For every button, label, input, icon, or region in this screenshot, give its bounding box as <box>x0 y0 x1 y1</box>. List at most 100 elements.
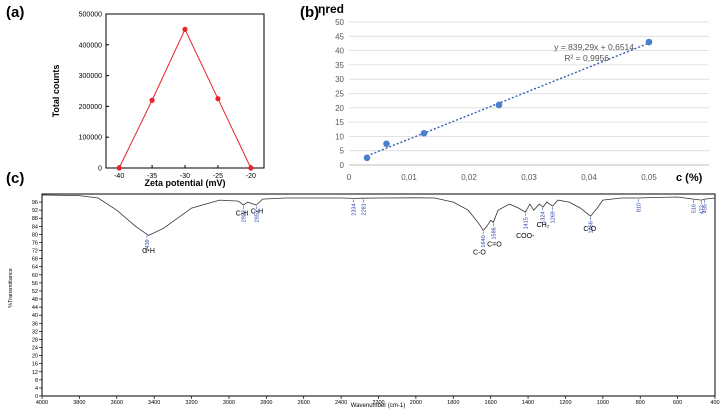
chart-c-y-tick-label: 28 <box>32 337 38 343</box>
chart-a-x-axis-label: Zeta potential (mV) <box>144 178 225 188</box>
chart-a-x-tick-label: -35 <box>147 173 157 180</box>
chart-c-x-tick-label: 1800 <box>447 400 459 406</box>
chart-a-y-axis-label: Total counts <box>51 65 61 118</box>
chart-b-y-tick-label: 35 <box>335 61 344 70</box>
chart-c-y-tick-label: 8 <box>35 378 38 384</box>
panel-label-c: (c) <box>6 170 24 187</box>
chart-c-y-tick-label: 68 <box>32 257 38 263</box>
chart-c-group-label: C-H <box>236 210 248 217</box>
chart-c-y-tick-label: 56 <box>32 281 38 287</box>
chart-c-y-axis-label: %Transmittance <box>8 268 14 308</box>
chart-b-data-point <box>420 129 428 137</box>
chart-c-x-tick-label: 1200 <box>559 400 571 406</box>
chart-c-x-tick-label: 3400 <box>148 400 160 406</box>
chart-b-y-tick-label: 0 <box>340 161 345 170</box>
chart-b-y-tick-label: 10 <box>335 132 344 141</box>
chart-b-x-tick-label: 0,01 <box>401 173 417 182</box>
chart-a-y-tick-label: 100000 <box>79 135 102 142</box>
chart-c-peak-label: 1324 <box>540 212 546 224</box>
chart-c-x-tick-label: 1400 <box>522 400 534 406</box>
chart-c-y-tick-label: 84 <box>32 224 38 230</box>
chart-c-peak-label: 516 <box>691 204 697 213</box>
chart-b-x-tick-label: 0 <box>347 173 352 182</box>
chart-a-data-point <box>248 165 254 171</box>
chart-c-y-tick-label: 36 <box>32 321 38 327</box>
chart-a-x-tick-label: -30 <box>180 173 190 180</box>
chart-b-y-tick-label: 25 <box>335 90 344 99</box>
chart-b: 0 5 10 15 20 25 30 35 40 45 50 0 0,01 0,02 0,03 0,04 0,0… <box>318 2 709 184</box>
chart-a-y-tick-label: 500000 <box>79 12 102 19</box>
chart-c-y-tick-label: 0 <box>35 394 38 400</box>
chart-b-data-point <box>363 154 371 162</box>
chart-c-x-tick-label: 1000 <box>597 400 609 406</box>
chart-c-peak-label: 3439 <box>145 239 151 251</box>
chart-c-peak-label: 2922 <box>242 210 248 222</box>
chart-c-peak-label: 2853 <box>254 210 260 222</box>
chart-a-y-tick-label: 0 <box>98 166 102 173</box>
chart-a-y-tick-label: 400000 <box>79 42 102 49</box>
chart-c-x-tick-label: 1600 <box>485 400 497 406</box>
chart-c-peak-label: 1415 <box>523 217 529 229</box>
chart-c-y-tick-label: 88 <box>32 216 38 222</box>
chart-b-y-tick-label: 15 <box>335 118 344 127</box>
chart-c-y-tick-label: 4 <box>35 386 38 392</box>
chart-a: -40 -35 -30 -25 -20 0 100000 200000 300000 400000… <box>51 12 265 188</box>
chart-c-y-tick-label: 72 <box>32 249 38 255</box>
chart-b-trendline <box>366 42 650 157</box>
chart-c-x-tick-label: 2000 <box>410 400 422 406</box>
chart-b-y-tick-label: 5 <box>340 147 345 156</box>
chart-c-x-tick-label: 400 <box>710 400 719 406</box>
chart-a-y-tick-label: 300000 <box>79 73 102 80</box>
chart-c-x-tick-label: 2800 <box>260 400 272 406</box>
chart-c-y-tick-label: 44 <box>32 305 38 311</box>
panel-label-a: (a) <box>6 4 24 21</box>
chart-c-x-tick-label: 600 <box>673 400 682 406</box>
chart-b-data-point <box>645 38 653 46</box>
chart-b-y-tick-label: 40 <box>335 47 344 56</box>
chart-b-y-tick-label: 20 <box>335 104 344 113</box>
chart-c-peak-label: 1640 <box>481 235 487 247</box>
chart-c-y-tick-label: 80 <box>32 232 38 238</box>
chart-c-x-tick-label: 2200 <box>372 400 384 406</box>
chart-c-group-label: C-O <box>583 226 596 233</box>
chart-b-data-point <box>383 140 390 148</box>
chart-c-group-label: C-H <box>251 208 263 215</box>
chart-c-y-tick-label: 60 <box>32 273 38 279</box>
panel-label-b: (b) <box>300 4 319 21</box>
chart-a-data-point <box>116 165 122 171</box>
chart-b-x-tick-label: 0,05 <box>641 173 657 182</box>
chart-b-trendline-r2: R² = 0,9956 <box>564 53 609 63</box>
chart-c-peak-label: 1269 <box>551 211 557 223</box>
chart-c-y-tick-label: 48 <box>32 297 38 303</box>
chart-b-x-axis-label: c (%) <box>676 172 703 184</box>
chart-c-x-tick-label: 3600 <box>111 400 123 406</box>
chart-a-plot-area <box>105 13 265 169</box>
chart-c-y-tick-label: 92 <box>32 208 38 214</box>
chart-b-trendline-equation: y = 839,29x + 0,6514 <box>554 42 634 52</box>
chart-c-peak-label: 1066 <box>588 221 594 233</box>
chart-c-y-tick-label: 16 <box>32 362 38 368</box>
chart-a-data-point <box>149 97 155 103</box>
chart-c-group-label: CH₂ <box>537 222 550 229</box>
chart-a-x-tick-label: -20 <box>246 173 256 180</box>
chart-a-x-tick-label: -25 <box>213 173 223 180</box>
chart-c-y-tick-label: 20 <box>32 354 38 360</box>
chart-c-x-tick-label: 3000 <box>223 400 235 406</box>
chart-c-x-tick-label: 2600 <box>298 400 310 406</box>
chart-a-x-tick-label: -40 <box>114 173 124 180</box>
chart-b-x-tick-label: 0,03 <box>521 173 537 182</box>
chart-b-y-axis-label: ηred <box>318 2 344 16</box>
chart-b-y-tick-label: 50 <box>335 18 344 27</box>
chart-c-x-tick-label: 3200 <box>185 400 197 406</box>
chart-a-data-point <box>182 26 188 32</box>
chart-a-y-tick-label: 200000 <box>79 104 102 111</box>
chart-c-peak-label: 1586 <box>491 227 497 239</box>
chart-b-x-tick-label: 0,04 <box>581 173 597 182</box>
chart-c-group-label: C-O <box>473 249 486 256</box>
chart-c-peak-label: 455 <box>703 204 709 213</box>
chart-c-y-tick-label: 52 <box>32 289 38 295</box>
chart-c-y-tick-label: 96 <box>32 200 38 206</box>
chart-c-x-tick-label: 3800 <box>73 400 85 406</box>
chart-c: 4000 3800 3600 3400 3200 3000 2800 2600 2400 2200… <box>8 193 720 409</box>
